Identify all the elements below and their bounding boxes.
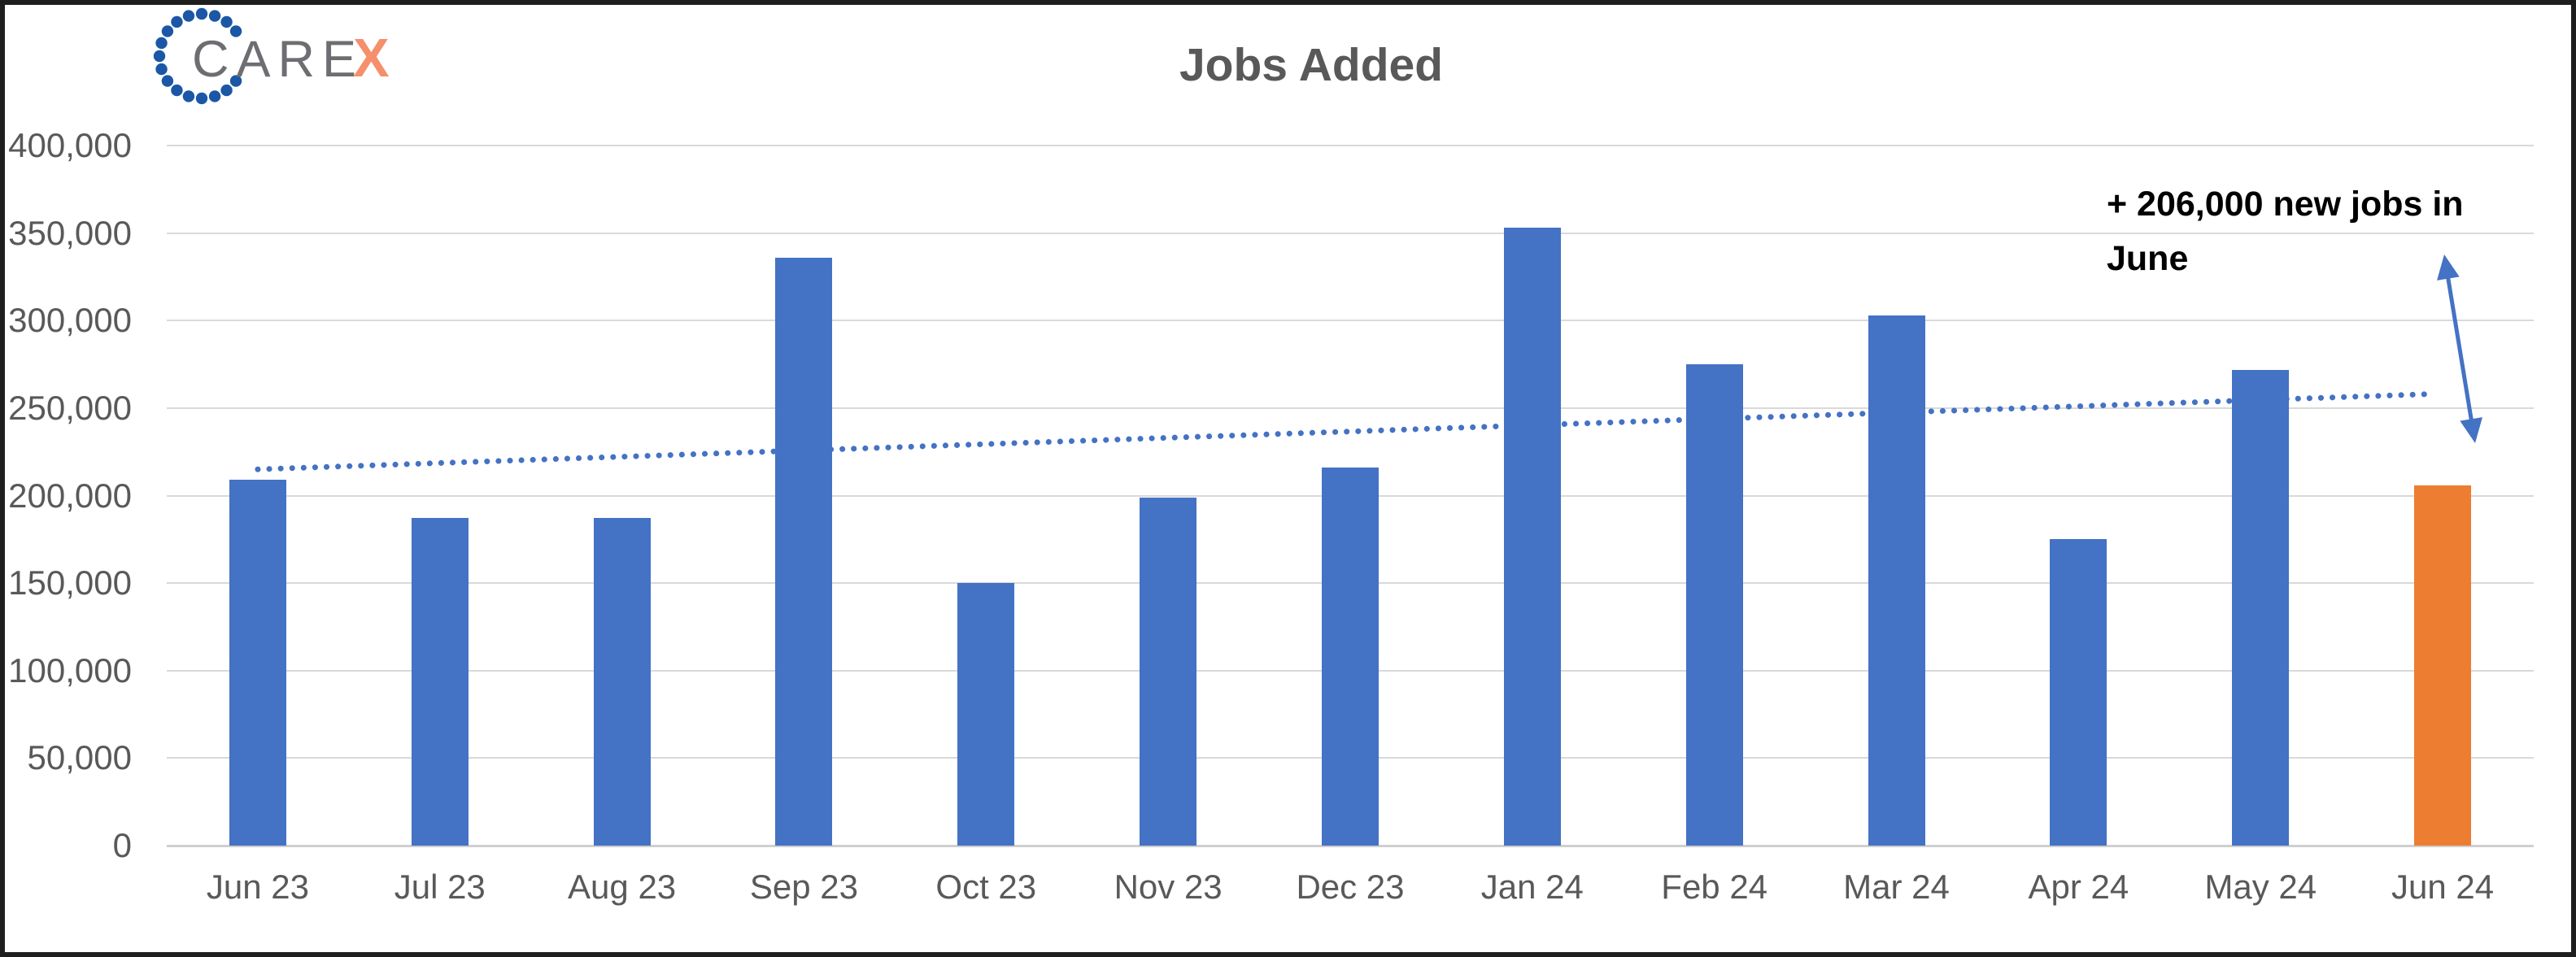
- logo-dotted-circle-icon: [153, 7, 242, 105]
- y-axis-tick-label: 300,000: [8, 301, 132, 340]
- x-axis-tick-label: Nov 23: [1114, 868, 1223, 906]
- trendline: [255, 391, 2434, 472]
- logo-dot: [208, 90, 221, 102]
- logo-dot: [229, 25, 242, 37]
- logo-dot: [153, 50, 166, 63]
- x-axis-tick-label: Aug 23: [568, 868, 677, 906]
- y-axis-tick-label: 50,000: [27, 738, 132, 777]
- x-axis-tick-label: Jun 23: [206, 868, 309, 906]
- x-axis-tick-label: Jul 23: [394, 868, 486, 906]
- y-axis-tick-label: 350,000: [8, 213, 132, 252]
- bar-feb-24: [1685, 364, 1743, 846]
- annotation-callout: + 206,000 new jobs in June: [2107, 177, 2464, 286]
- annotation-line-2: June: [2107, 239, 2189, 278]
- logo-dot: [195, 7, 208, 20]
- logo-dot: [182, 10, 195, 22]
- logo-dot: [208, 10, 221, 22]
- logo-dot: [195, 92, 208, 105]
- bar-jun-23: [229, 480, 286, 846]
- x-axis-tick-label: Jan 24: [1480, 868, 1584, 906]
- carex-logo: CARE X: [148, 2, 416, 110]
- x-axis-tick-label: Feb 24: [1661, 868, 1768, 906]
- bar-nov-23: [1140, 497, 1197, 846]
- logo-dot: [161, 25, 174, 37]
- logo-dot: [171, 84, 183, 97]
- logo-text-x: X: [353, 28, 390, 89]
- x-axis-tick-label: Dec 23: [1296, 868, 1405, 906]
- x-axis-tick-label: Sep 23: [749, 868, 859, 906]
- logo-dot: [220, 15, 233, 28]
- gridline: [167, 407, 2534, 409]
- y-axis-tick-label: 400,000: [8, 126, 132, 164]
- logo-dot: [155, 63, 168, 76]
- y-axis-tick-label: 0: [112, 826, 132, 864]
- bar-mar-24: [1868, 315, 1925, 846]
- logo-dot: [171, 15, 183, 28]
- x-axis-tick-label: May 24: [2204, 868, 2317, 906]
- x-axis-tick-label: Mar 24: [1843, 868, 1950, 906]
- x-axis-tick-label: Apr 24: [2028, 868, 2129, 906]
- bar-jun-24: [2414, 485, 2472, 846]
- logo-dot: [220, 84, 233, 97]
- x-axis-tick-label: Jun 24: [2391, 868, 2495, 906]
- chart-title: Jobs Added: [1179, 39, 1444, 91]
- bar-may-24: [2232, 369, 2290, 846]
- x-axis-tick-label: Oct 23: [935, 868, 1037, 906]
- gridline: [167, 320, 2534, 322]
- bar-apr-24: [2050, 539, 2107, 846]
- gridline: [167, 232, 2534, 234]
- annotation-line-1: + 206,000 new jobs in: [2107, 185, 2464, 224]
- logo-dot: [161, 75, 174, 87]
- bar-jan-24: [1503, 228, 1561, 846]
- x-axis-line: [167, 844, 2534, 847]
- logo-dot: [229, 75, 242, 87]
- bar-sep-23: [775, 257, 833, 846]
- y-axis-tick-label: 100,000: [8, 650, 132, 689]
- bar-dec-23: [1322, 468, 1379, 846]
- bar-jul-23: [411, 518, 469, 846]
- gridline: [167, 145, 2534, 146]
- y-axis-tick-label: 200,000: [8, 476, 132, 515]
- bar-oct-23: [957, 583, 1015, 846]
- logo-dot: [182, 90, 195, 102]
- y-axis-tick-label: 150,000: [8, 563, 132, 602]
- bar-aug-23: [593, 518, 651, 846]
- arrowhead-down: [2460, 417, 2482, 443]
- annotation-arrow-shaft: [2445, 274, 2474, 424]
- y-axis-tick-label: 250,000: [8, 388, 132, 427]
- logo-text-care: CARE: [192, 31, 364, 88]
- logo-dot: [155, 37, 168, 50]
